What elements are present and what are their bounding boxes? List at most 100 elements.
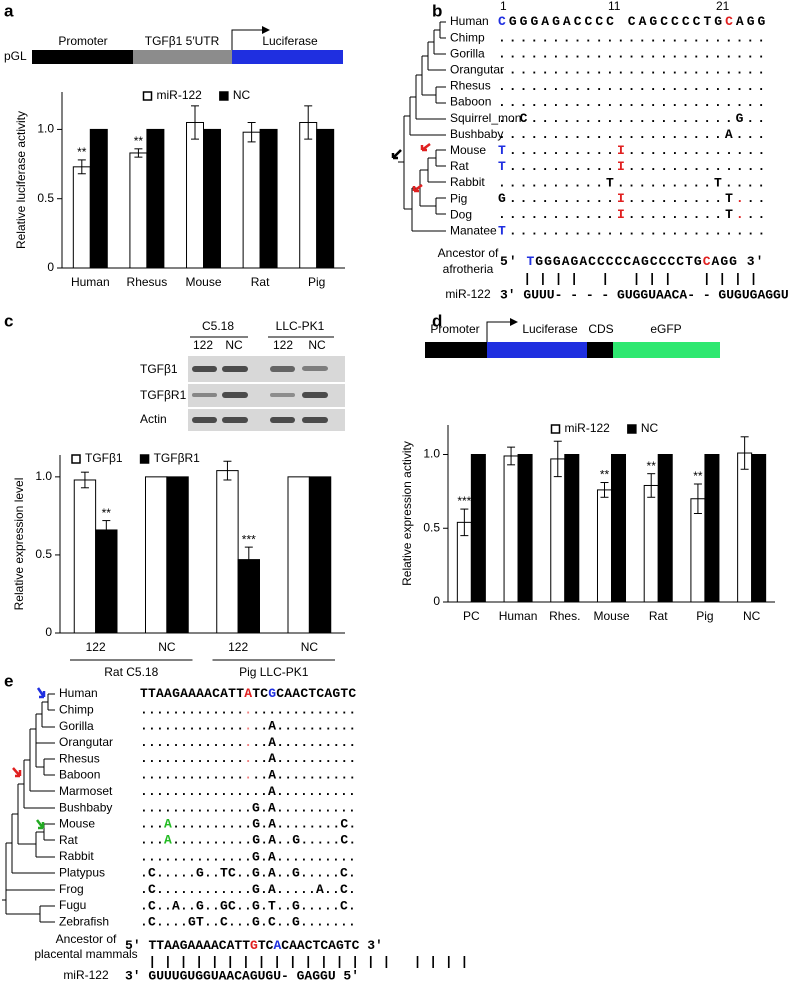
sequence: ......................... <box>498 79 768 94</box>
sequence: ...A..........G.A........C. <box>140 817 356 832</box>
blot-label: TGFβ1 <box>140 362 178 376</box>
band <box>192 417 217 423</box>
band <box>302 366 328 371</box>
pairing: | | | | | | | | | | | | <box>500 271 757 286</box>
sequence: .C....GT..C...G.C..G....... <box>140 915 356 930</box>
segment-label: TGFβ1 5′UTR <box>145 34 220 48</box>
promoter-block <box>425 342 487 358</box>
species-label: Frog <box>59 882 84 896</box>
bar <box>690 498 706 603</box>
legend-label: TGFβ1 <box>85 451 123 465</box>
significance: ** <box>600 468 610 482</box>
bar <box>73 479 97 634</box>
x-tick-label: Rhesus <box>127 275 168 289</box>
y-tick-label: 0.5 <box>35 547 52 561</box>
significance: ** <box>134 134 144 148</box>
species-label: Orangutar <box>450 62 504 76</box>
panel-label: c <box>4 311 13 330</box>
sequence: ......................... <box>498 95 768 110</box>
construct-d: Promoter Luciferase CDS eGFP <box>425 318 720 358</box>
cds-block <box>587 342 613 358</box>
y-tick-label: 0 <box>45 625 52 639</box>
western-blot: C5.18 LLC-PK1 122 NC 122 NC TGFβ1 TGFβR1… <box>140 319 345 431</box>
x-tick-label: Human <box>71 275 110 289</box>
band <box>192 366 217 372</box>
x-tick-label: 122 <box>228 640 248 654</box>
sequence: G..........I.........T... <box>498 192 768 207</box>
sequence: ..C...................G.. <box>498 111 768 126</box>
x-tick-label: Pig <box>308 275 325 289</box>
arrow <box>391 149 402 160</box>
blot-strip <box>188 409 345 431</box>
sequence: T..........I............. <box>498 159 768 174</box>
y-axis-label: Relative luciferase activity <box>14 111 28 249</box>
sequence: T........................ <box>498 224 768 239</box>
sequence: .C............G.A.....A..C. <box>140 882 356 897</box>
bands <box>192 366 328 423</box>
segment-label: CDS <box>588 322 613 336</box>
sequence: ........................... <box>140 703 356 718</box>
significance: ** <box>77 145 87 159</box>
species-label: Rhesus <box>450 79 491 93</box>
bar <box>308 476 332 634</box>
mirna-label: miR-122 <box>63 968 109 982</box>
error-bar <box>191 105 200 140</box>
sequence: ..............G.A.......... <box>140 849 356 864</box>
ancestor-sequence: 5′ TGGGAGACCCCCAGCCCCTGCAGG 3′ <box>500 254 764 269</box>
species-label: Dog <box>450 207 472 221</box>
species-label: Human <box>59 686 98 700</box>
species-label: Mouse <box>450 143 486 157</box>
band <box>222 366 248 372</box>
tree-e <box>2 687 55 923</box>
luciferase-block <box>487 342 587 358</box>
tss-arrowhead <box>510 318 518 326</box>
y-tick-label: 1.0 <box>35 469 52 483</box>
utr-block <box>133 50 232 64</box>
species-label: Chimp <box>59 702 94 716</box>
band <box>270 417 295 423</box>
bar <box>216 470 239 634</box>
bar <box>596 489 613 603</box>
species-label: Manatee <box>450 223 497 237</box>
arrow <box>412 184 423 193</box>
species-label: Rabbit <box>59 849 94 863</box>
x-tick-label: Mouse <box>185 275 221 289</box>
error-bar <box>134 148 143 158</box>
cell-line: LLC-PK1 <box>276 319 325 333</box>
ancestor-sequence: 5′ TTAAGAAAACATTGTCACAACTCAGTC 3′ <box>125 938 383 953</box>
legend-swatch <box>142 91 153 101</box>
bar <box>72 166 91 269</box>
species-label: Chimp <box>450 30 485 44</box>
panel-label: a <box>4 1 14 20</box>
luciferase-block <box>232 50 343 64</box>
lane-label: 122 <box>193 338 213 352</box>
promoter-block <box>32 50 133 64</box>
error-bar <box>102 520 111 540</box>
band <box>302 417 328 423</box>
sequence: ................A.......... <box>140 768 356 783</box>
position-label: 21 <box>716 0 730 13</box>
bar <box>611 454 627 603</box>
significance: ** <box>102 506 112 520</box>
species-label: Orangutar <box>59 735 113 749</box>
group-label: Pig LLC-PK1 <box>239 665 309 679</box>
error-bar <box>460 508 469 537</box>
bar <box>95 529 118 634</box>
sequence: .C..A..G..GC..G.T..G.....C. <box>140 898 356 913</box>
species-label: Rat <box>59 833 78 847</box>
legend-swatch <box>627 424 637 434</box>
species-label: Fugu <box>59 898 86 912</box>
y-axis-label: Relative expression level <box>12 478 26 611</box>
species-label: Mouse <box>59 817 95 831</box>
species-label: Zebrafish <box>59 914 109 928</box>
cell-line: C5.18 <box>202 319 234 333</box>
panel-label: e <box>4 671 13 690</box>
arrow <box>36 687 46 699</box>
bar <box>186 121 205 269</box>
bar <box>259 128 278 269</box>
species-label: Rhesus <box>59 751 100 765</box>
x-tick-label: Rat <box>649 609 668 623</box>
x-tick-label: Pig <box>696 609 713 623</box>
species-label: Pig <box>450 191 467 205</box>
y-tick-label: 1.0 <box>423 447 440 461</box>
